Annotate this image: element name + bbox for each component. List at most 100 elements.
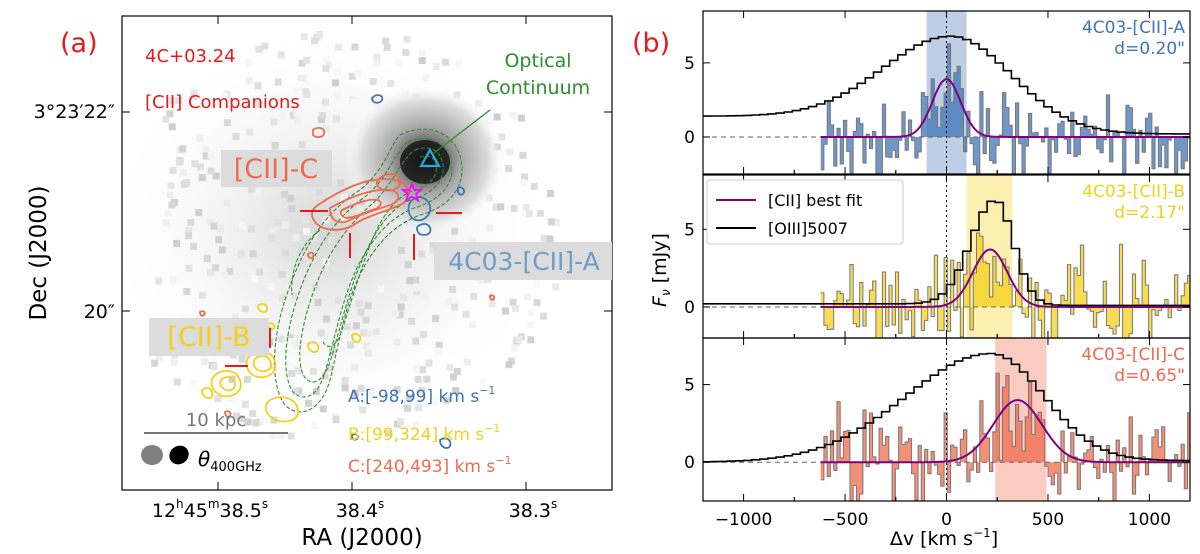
map-pixel <box>462 310 470 318</box>
map-pixel <box>304 399 312 407</box>
map-pixel <box>334 352 342 360</box>
map-pixel <box>333 115 340 123</box>
map-pixel <box>317 329 325 337</box>
map-pixel <box>316 188 323 196</box>
map-pixel <box>198 174 206 182</box>
legend-label: [CII] best fit <box>768 191 862 210</box>
map-pixel <box>167 182 175 190</box>
velocity-axis-label: Δv [km s−1] <box>890 526 998 550</box>
map-pixel <box>165 209 172 217</box>
map-pixel <box>168 201 176 209</box>
map-pixel <box>444 297 452 305</box>
map-pixel <box>179 145 187 153</box>
map-pixel <box>303 56 311 64</box>
map-pixel <box>253 188 261 196</box>
companion-ticks <box>225 210 462 367</box>
map-pixel <box>175 158 183 166</box>
map-pixel <box>202 145 210 153</box>
map-pixel <box>519 178 527 186</box>
flux-axis-label: Fν [mJy] <box>649 233 673 307</box>
companions-title: [CII] Companions <box>145 92 300 113</box>
velocity-band <box>966 175 1013 338</box>
map-pixel <box>432 315 440 323</box>
map-pixel <box>210 363 218 370</box>
map-pixel <box>412 276 420 284</box>
map-pixel <box>227 394 235 402</box>
map-pixel <box>162 115 170 123</box>
map-pixel <box>287 432 295 440</box>
map-pixel <box>525 210 533 218</box>
map-pixel <box>384 429 392 437</box>
map-pixel <box>155 277 163 285</box>
map-pixel <box>474 100 482 107</box>
map-pixel <box>294 109 302 117</box>
map-pixel <box>351 389 359 397</box>
map-pixel <box>166 110 174 118</box>
cii-gaussian-fit <box>820 399 1190 464</box>
ra-tick-3: 38.3s <box>509 497 558 522</box>
map-pixel <box>310 234 318 242</box>
map-pixel <box>212 264 220 272</box>
map-pixel <box>242 400 249 408</box>
map-pixel <box>222 235 229 243</box>
map-pixel <box>373 59 381 67</box>
map-pixel <box>451 227 458 235</box>
map-pixel <box>173 378 181 386</box>
y-tick-label: 5 <box>684 220 695 240</box>
map-pixel <box>248 225 255 233</box>
map-pixel <box>357 384 365 392</box>
map-pixel <box>241 305 249 313</box>
map-pixel <box>511 345 519 353</box>
map-pixel <box>223 199 231 207</box>
map-pixel <box>269 227 277 235</box>
map-pixel <box>523 204 531 211</box>
map-pixel <box>185 227 193 235</box>
map-pixel <box>295 367 302 375</box>
map-pixel <box>185 264 193 272</box>
beam-gray <box>141 445 163 465</box>
map-pixel <box>518 114 525 122</box>
cii-a-contours <box>350 94 465 449</box>
map-pixel <box>175 96 183 104</box>
cii-b-label-bg <box>149 318 269 356</box>
map-pixel <box>254 82 262 90</box>
map-pixel <box>190 242 198 250</box>
map-pixel <box>280 314 288 322</box>
map-pixel <box>308 132 316 140</box>
map-pixel <box>512 304 519 312</box>
cii-b-label: [CII]-B <box>167 322 250 353</box>
map-pixel <box>288 370 296 377</box>
map-pixel <box>202 152 210 160</box>
map-pixel <box>237 250 245 257</box>
map-pixel <box>348 72 356 80</box>
map-pixel <box>288 338 296 345</box>
map-pixel <box>540 234 548 242</box>
map-pixel <box>530 183 538 190</box>
map-pixel <box>251 275 259 283</box>
cii-spectrum-fill <box>820 233 1190 338</box>
map-pixel <box>151 359 159 367</box>
map-pixel <box>486 224 493 232</box>
map-pixel <box>392 310 400 317</box>
velocity-range-b: B:[99,324] km s−1 <box>348 422 500 445</box>
map-pixel <box>220 92 228 100</box>
map-pixel <box>418 250 426 258</box>
map-pixel <box>396 311 404 319</box>
dec-tick-top: 3°23′22″ <box>34 101 115 123</box>
map-pixel <box>469 320 477 328</box>
map-pixel <box>360 329 368 337</box>
map-pixel <box>263 310 271 318</box>
map-pixel <box>207 151 215 159</box>
map-pixel <box>249 250 257 258</box>
map-pixel <box>207 167 215 175</box>
map-pixel <box>423 375 431 383</box>
map-pixel <box>357 308 365 316</box>
map-pixel <box>492 203 500 211</box>
cii-a-label: 4C03-[CII]-A <box>448 247 599 276</box>
map-pixel <box>190 380 198 388</box>
map-pixel <box>347 341 355 349</box>
map-pixel <box>237 415 245 422</box>
map-pixel <box>232 133 240 140</box>
map-pixel <box>351 364 359 372</box>
map-pixel <box>505 165 513 173</box>
